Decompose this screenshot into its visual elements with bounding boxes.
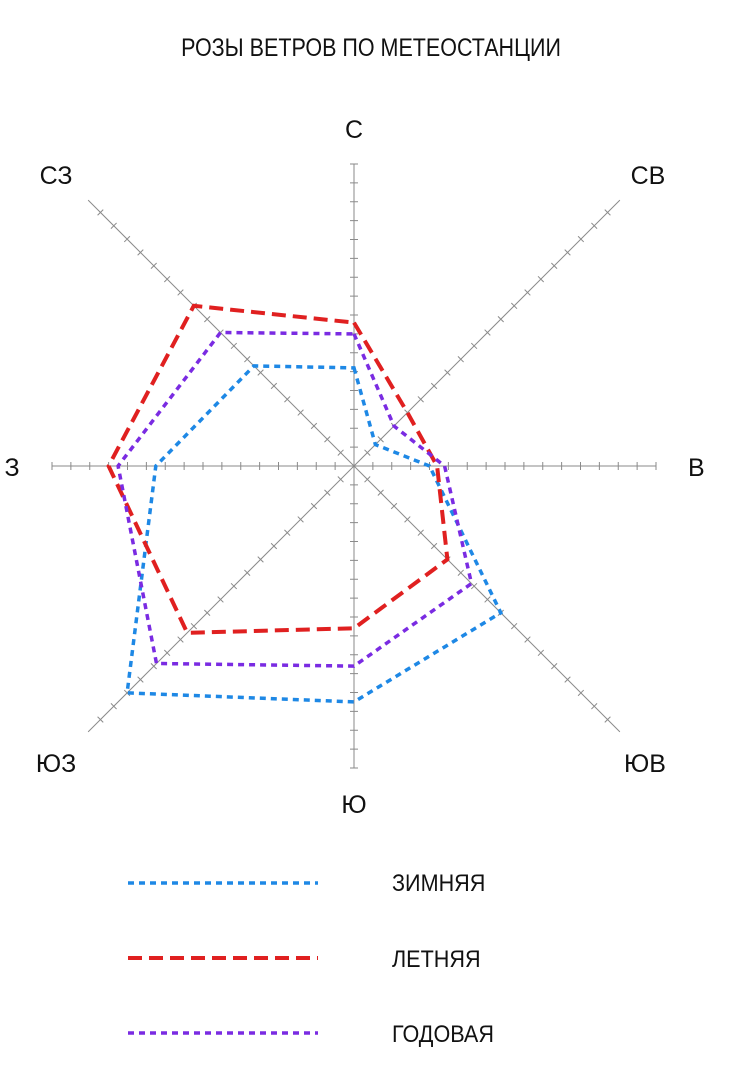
direction-label-1: СВ xyxy=(631,162,666,190)
tick xyxy=(484,596,491,603)
tick xyxy=(324,436,331,443)
tick xyxy=(564,676,571,683)
legend-label-winter: ЗИМНЯЯ xyxy=(392,870,486,897)
tick xyxy=(524,289,531,296)
tick xyxy=(417,396,424,403)
tick xyxy=(137,249,144,256)
tick xyxy=(97,716,104,723)
tick xyxy=(257,369,264,376)
tick xyxy=(457,356,464,363)
tick xyxy=(257,556,264,563)
tick xyxy=(470,342,478,350)
tick xyxy=(510,302,518,310)
tick xyxy=(604,209,611,216)
series-line-2 xyxy=(116,330,474,668)
tick xyxy=(244,569,251,576)
direction-label-7: СЗ xyxy=(40,162,73,190)
tick xyxy=(204,609,211,616)
tick xyxy=(470,582,478,590)
tick xyxy=(364,476,371,483)
tick xyxy=(484,329,491,336)
tick xyxy=(497,316,504,323)
tick xyxy=(284,396,291,403)
tick xyxy=(123,235,131,243)
tick xyxy=(123,689,131,697)
tick xyxy=(537,649,545,657)
tick xyxy=(150,262,157,269)
tick xyxy=(137,676,144,683)
tick xyxy=(310,502,318,510)
tick xyxy=(430,382,438,390)
direction-label-2: В xyxy=(688,454,705,482)
tick xyxy=(110,703,117,710)
tick xyxy=(217,596,224,603)
tick xyxy=(177,636,184,643)
tick xyxy=(324,489,331,496)
tick xyxy=(230,342,238,350)
tick xyxy=(551,262,558,269)
direction-label-0: С xyxy=(345,116,363,144)
tick xyxy=(270,542,278,550)
direction-label-5: ЮЗ xyxy=(36,750,76,778)
tick xyxy=(524,636,531,643)
axes-group xyxy=(52,164,656,768)
tick xyxy=(417,529,424,536)
tick xyxy=(591,222,598,229)
series-line-1 xyxy=(106,303,450,635)
tick xyxy=(177,289,184,296)
tick xyxy=(337,449,344,456)
tick xyxy=(337,476,344,483)
tick xyxy=(510,622,518,630)
tick xyxy=(444,369,451,376)
legend-label-summer: ЛЕТНЯЯ xyxy=(392,946,481,973)
tick xyxy=(577,689,585,697)
direction-label-3: ЮВ xyxy=(624,750,666,778)
tick xyxy=(244,356,251,363)
tick xyxy=(297,409,304,416)
tick xyxy=(457,569,464,576)
legend-lines xyxy=(128,881,318,1035)
tick xyxy=(604,716,611,723)
tick xyxy=(364,449,371,456)
direction-label-4: Ю xyxy=(341,791,366,819)
series-group xyxy=(106,303,504,704)
tick xyxy=(284,529,291,536)
tick xyxy=(190,622,198,630)
tick xyxy=(163,275,171,283)
tick xyxy=(230,582,238,590)
legend-label-annual: ГОДОВАЯ xyxy=(392,1021,494,1048)
tick xyxy=(404,516,411,523)
axis-ЮЗ xyxy=(87,465,355,733)
axis-ЮВ xyxy=(353,465,621,733)
chart-title: РОЗЫ ВЕТРОВ ПО МЕТЕОСТАНЦИИ xyxy=(181,34,561,62)
tick xyxy=(297,516,304,523)
direction-label-6: З xyxy=(4,454,19,482)
tick xyxy=(204,316,211,323)
tick xyxy=(150,663,157,670)
tick xyxy=(110,222,117,229)
direction-labels: С СВ В ЮВ Ю ЮЗ З СЗ xyxy=(4,116,704,819)
tick xyxy=(390,502,398,510)
tick xyxy=(430,542,438,550)
axis-СВ xyxy=(353,199,621,467)
tick xyxy=(377,489,384,496)
tick xyxy=(270,382,278,390)
tick xyxy=(591,703,598,710)
tick xyxy=(577,235,585,243)
tick xyxy=(551,663,558,670)
tick xyxy=(537,275,545,283)
tick xyxy=(564,249,571,256)
tick xyxy=(97,209,104,216)
tick xyxy=(163,649,171,657)
series-line-0 xyxy=(125,364,504,704)
tick xyxy=(377,436,384,443)
tick xyxy=(310,422,318,430)
